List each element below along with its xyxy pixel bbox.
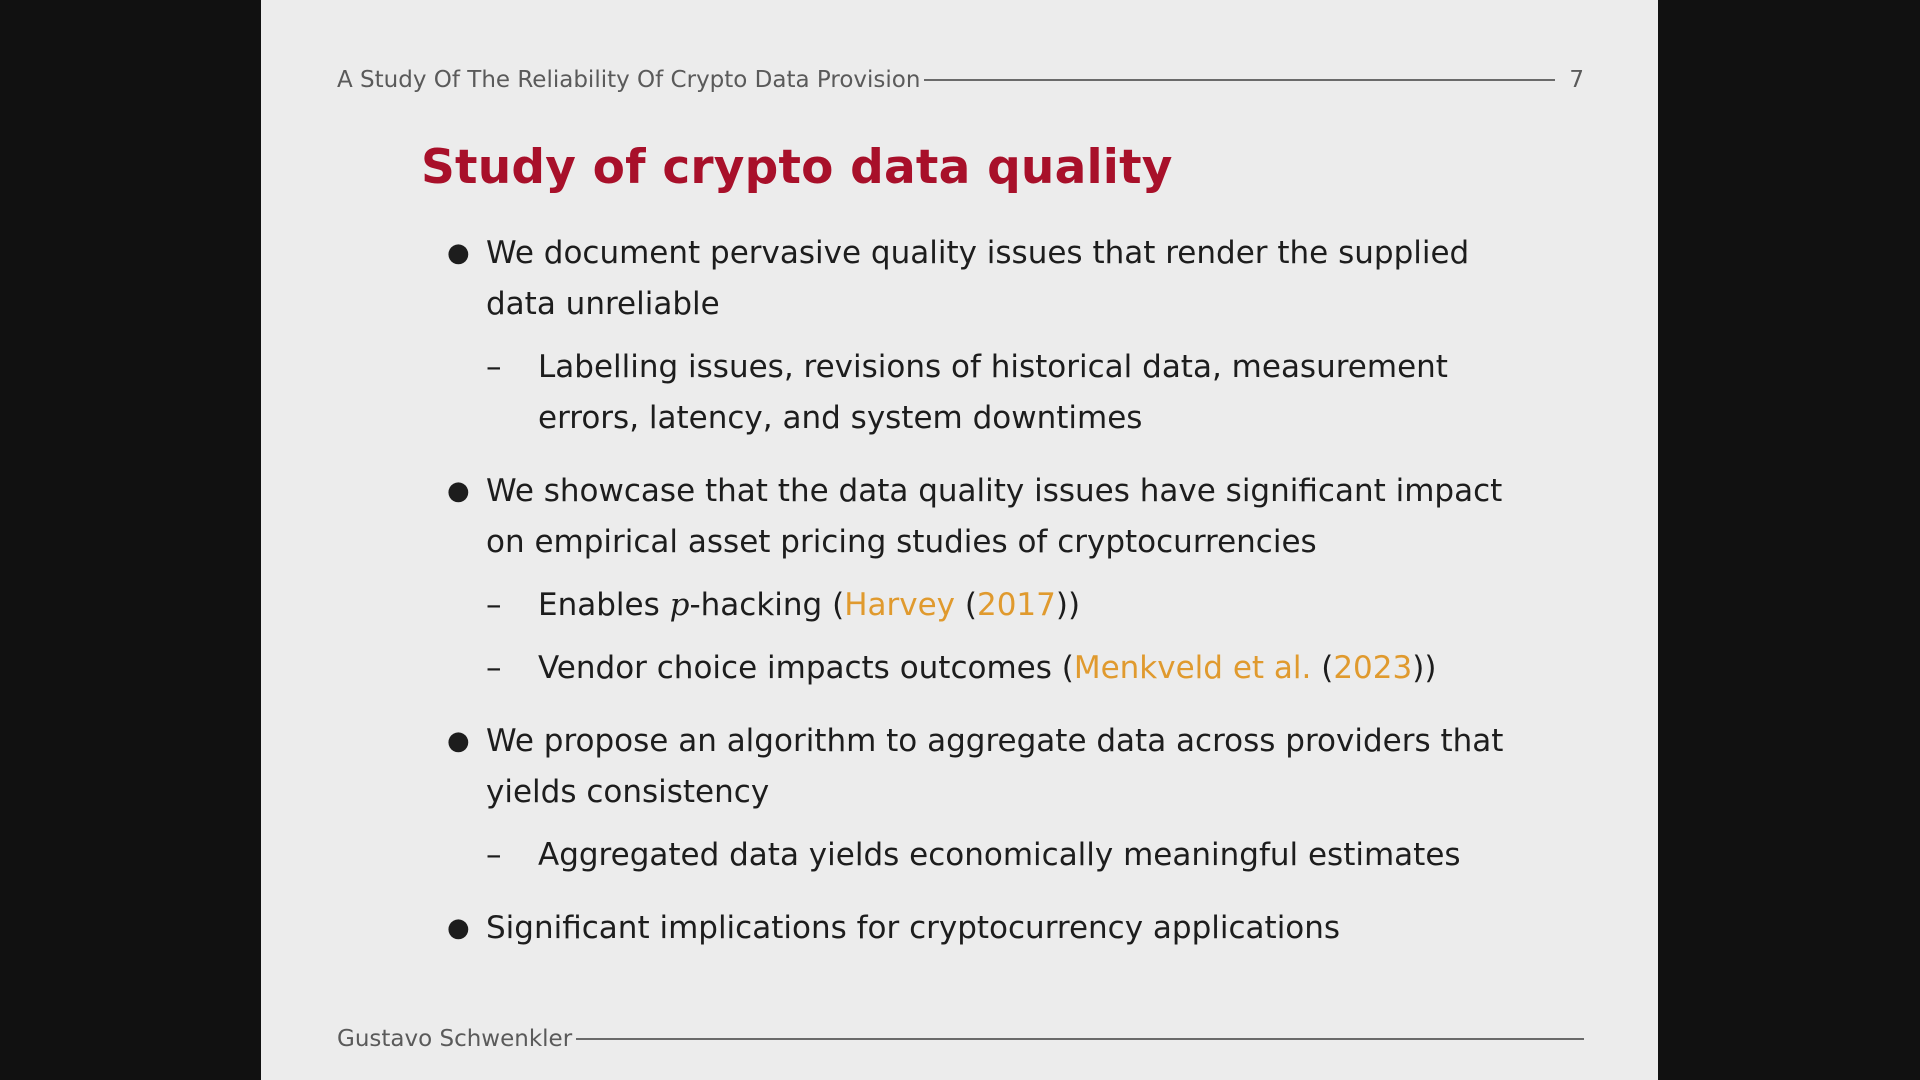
bullet-marker: ● — [447, 476, 470, 506]
sub-bullet-item: – Vendor choice impacts outcomes (Menkve… — [447, 643, 1527, 694]
citation-year-link[interactable]: 2023 — [1333, 650, 1413, 686]
page-number: 7 — [1569, 67, 1584, 93]
citation-author-link[interactable]: Harvey — [844, 587, 956, 623]
bullet-text: We propose an algorithm to aggregate dat… — [486, 723, 1504, 810]
sub-bullet-marker: – — [486, 349, 502, 385]
bullet-item: ● We document pervasive quality issues t… — [447, 228, 1527, 330]
bullet-marker: ● — [447, 726, 470, 756]
bullet-item: ● Significant implications for cryptocur… — [447, 903, 1527, 954]
math-p: p — [669, 587, 690, 623]
bullet-item: ● We propose an algorithm to aggregate d… — [447, 716, 1527, 818]
bullet-text: We document pervasive quality issues tha… — [486, 235, 1470, 322]
slide-header: A Study Of The Reliability Of Crypto Dat… — [337, 62, 1584, 98]
sub-bullet-text: Enables p-hacking (Harvey (2017)) — [538, 587, 1081, 623]
author-name: Gustavo Schwenkler — [337, 1026, 573, 1052]
sub-bullet-item: – Enables p-hacking (Harvey (2017)) — [447, 580, 1527, 631]
sub-bullet-text: Labelling issues, revisions of historica… — [538, 349, 1448, 436]
slide-title: Study of crypto data quality — [421, 140, 1173, 195]
bullet-item: ● We showcase that the data quality issu… — [447, 466, 1527, 568]
bullet-text: Significant implications for cryptocurre… — [486, 910, 1341, 946]
sub-bullet-marker: – — [486, 837, 502, 873]
header-rule — [924, 79, 1556, 81]
sub-bullet-marker: – — [486, 587, 502, 623]
sub-bullet-item: – Aggregated data yields economically me… — [447, 830, 1527, 881]
bullet-text: We showcase that the data quality issues… — [486, 473, 1503, 560]
bullet-marker: ● — [447, 913, 470, 943]
sub-bullet-item: – Labelling issues, revisions of histori… — [447, 342, 1527, 444]
slide-footer: Gustavo Schwenkler — [337, 1022, 1584, 1056]
footer-rule — [576, 1038, 1584, 1040]
citation-author-link[interactable]: Menkveld et al. — [1073, 650, 1312, 686]
bullet-list: ● We document pervasive quality issues t… — [447, 228, 1527, 954]
citation-year-link[interactable]: 2017 — [976, 587, 1056, 623]
bullet-marker: ● — [447, 238, 470, 268]
sub-bullet-text: Vendor choice impacts outcomes (Menkveld… — [538, 650, 1437, 686]
slide: A Study Of The Reliability Of Crypto Dat… — [261, 0, 1658, 1080]
sub-bullet-marker: – — [486, 650, 502, 686]
sub-bullet-text: Aggregated data yields economically mean… — [538, 837, 1461, 873]
presentation-title: A Study Of The Reliability Of Crypto Dat… — [337, 67, 921, 93]
